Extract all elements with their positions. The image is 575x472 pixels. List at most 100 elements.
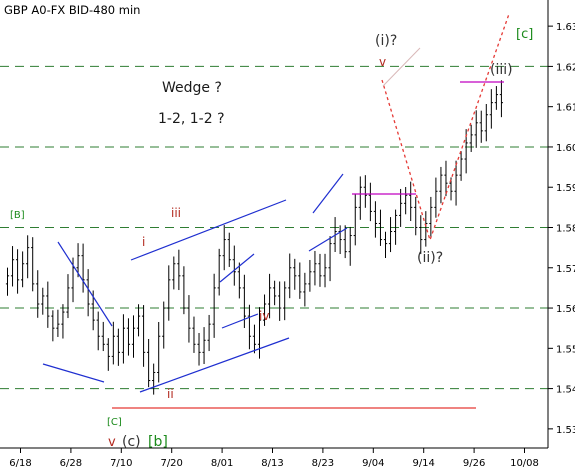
trendline	[312, 173, 344, 214]
ohlc-bar	[152, 363, 156, 395]
ohlc-bar	[303, 272, 307, 307]
label-wave-v-bottom: v	[108, 435, 116, 450]
y-tick-label: 1.57	[556, 264, 575, 275]
ohlc-bar	[489, 89, 493, 129]
ohlc-bar	[141, 305, 146, 367]
ohlc-bar	[36, 270, 40, 318]
y-axis-layer: 1.53 1.54 1.55 1.56 1.57 1.58 1.59 1.60 1.61 1.62…	[548, 22, 575, 436]
ohlc-bar	[479, 110, 483, 143]
x-tick-label: 7/20	[160, 458, 182, 469]
x-tick-label: 9/04	[362, 458, 384, 469]
label-wave-b: [B]	[10, 210, 25, 221]
x-tick-label: 8/13	[261, 458, 283, 469]
ohlc-bar	[247, 304, 252, 350]
chart-title: GBP A0-FX BID-480 min	[4, 3, 140, 17]
label-wave-b-bracket: [b]	[148, 434, 168, 450]
ohlc-bar	[459, 151, 463, 181]
label-wave-ii-proj: (ii)?	[417, 250, 443, 266]
ohlc-bar	[429, 196, 433, 238]
y-tick-label: 1.53	[556, 425, 575, 436]
ohlc-bar	[182, 266, 186, 315]
x-tick-label: 10/08	[510, 458, 539, 469]
ohlc-bar	[26, 235, 30, 279]
ohlc-bar	[207, 314, 211, 352]
x-tick-label: 6/28	[60, 458, 82, 469]
label-wave-i: i	[142, 235, 145, 249]
ohlc-bar	[131, 315, 136, 358]
ohlc-bar	[267, 273, 272, 319]
ohlc-bar	[66, 274, 70, 319]
x-tick-label: 7/10	[110, 458, 132, 469]
ohlc-bar	[383, 231, 388, 259]
ohlc-bar	[147, 338, 151, 388]
y-tick-label: 1.55	[556, 344, 575, 355]
ohlc-bar	[409, 181, 413, 222]
ohlc-bar	[197, 332, 201, 366]
trendline	[139, 337, 290, 393]
ohlc-bar	[323, 253, 327, 288]
ohlc-bar	[121, 314, 126, 364]
label-wave-iii: iii	[171, 206, 181, 220]
ohlc-bar	[368, 182, 372, 222]
ohlc-bar	[126, 318, 131, 356]
trendline	[57, 241, 113, 327]
ohlc-bar	[273, 280, 277, 306]
trendline	[42, 363, 105, 383]
ohlc-bar	[343, 225, 347, 259]
ohlc-bars-layer	[5, 80, 504, 395]
label-wave-i-top: (i)?	[375, 33, 397, 49]
ohlc-bar	[5, 267, 10, 296]
ohlc-bar	[101, 321, 105, 352]
projection-faint	[382, 47, 421, 87]
ohlc-bar	[56, 309, 60, 337]
ohlc-bar	[388, 217, 393, 253]
annotation-count: 1-2, 1-2 ?	[158, 111, 225, 127]
ohlc-bar	[136, 304, 141, 337]
ohlc-bar	[424, 211, 428, 247]
y-tick-label: 1.59	[556, 183, 575, 194]
x-tick-label: 8/23	[312, 458, 334, 469]
ohlc-bar	[157, 321, 161, 383]
ohlc-bar	[358, 176, 362, 220]
label-wave-iii-proj: (iii)	[490, 62, 513, 78]
ohlc-bar	[202, 327, 206, 365]
ohlc-bar	[393, 209, 398, 245]
ohlc-bar	[172, 256, 176, 290]
ohlc-bar	[469, 124, 473, 152]
ohlc-bar	[499, 80, 504, 118]
trendline	[219, 253, 255, 283]
label-wave-c-bracket: [C]	[107, 417, 122, 428]
ohlc-bar	[177, 249, 181, 291]
ohlc-bar	[414, 196, 418, 236]
ohlc-bar	[378, 209, 383, 246]
ohlc-bar	[162, 301, 166, 349]
ohlc-bar	[434, 177, 438, 218]
ohlc-bar	[76, 243, 80, 278]
annotation-lines-layer	[42, 13, 510, 409]
ohlc-bar	[192, 316, 196, 353]
ohlc-bar	[454, 160, 458, 206]
ohlc-bar	[232, 245, 236, 286]
x-tick-label: 9/14	[412, 458, 434, 469]
y-tick-label: 1.54	[556, 385, 575, 396]
ohlc-bar	[222, 225, 226, 271]
ohlc-bar	[399, 188, 403, 227]
ohlc-bar	[61, 304, 65, 339]
trendline	[130, 199, 287, 261]
ohlc-bar	[278, 281, 282, 321]
x-tick-label: 6/18	[9, 458, 31, 469]
ohlc-bar	[262, 294, 267, 326]
ohlc-bar	[187, 295, 191, 343]
ohlc-bar	[111, 321, 115, 365]
ohlc-bar	[116, 328, 120, 366]
ohlc-bar	[257, 307, 262, 359]
ohlc-bar	[15, 249, 20, 294]
trendline	[308, 227, 348, 252]
label-wave-c-big: [c]	[516, 27, 533, 42]
ohlc-bar	[81, 243, 85, 293]
x-tick-label: 8/01	[211, 458, 233, 469]
ohlc-bar	[338, 225, 342, 255]
y-tick-label: 1.60	[556, 143, 575, 154]
